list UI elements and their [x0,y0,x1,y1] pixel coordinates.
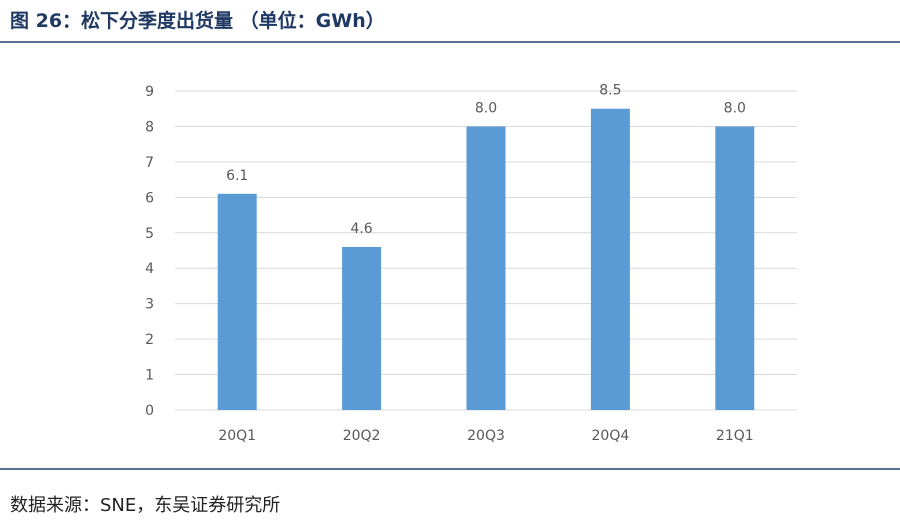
y-tick-label: 2 [145,332,154,348]
y-tick-label: 6 [145,190,154,206]
bar-20Q3 [466,126,506,410]
x-axis-ticks: 20Q1 20Q2 20Q3 20Q4 21Q1 [218,428,753,444]
y-tick-label: 8 [145,119,154,135]
x-tick-label: 20Q1 [218,428,256,444]
y-tick-label: 4 [145,261,154,277]
y-tick-label: 1 [145,368,154,384]
y-tick-label: 7 [145,155,154,171]
x-tick-label: 20Q2 [343,428,381,444]
bar-20Q1 [217,193,257,410]
bar-21Q1 [715,126,755,410]
source-note: 数据来源：SNE，东吴证券研究所 [10,495,281,516]
data-label: 8.0 [475,100,497,116]
x-tick-label: 21Q1 [716,428,754,444]
top-rule [0,41,900,43]
x-tick-label: 20Q3 [467,428,505,444]
y-tick-label: 5 [145,226,154,242]
data-label: 4.6 [350,221,372,237]
x-tick-label: 20Q4 [592,428,630,444]
data-label: 6.1 [226,168,248,184]
bars [217,108,755,410]
y-tick-label: 0 [145,403,154,419]
y-tick-label: 9 [145,84,154,100]
figure-title: 图 26：松下分季度出货量 （单位：GWh） [10,10,385,32]
bar-20Q4 [590,108,630,410]
y-tick-label: 3 [145,297,154,313]
data-label: 8.5 [599,83,621,99]
bottom-rule [0,468,900,470]
bar-20Q2 [342,246,382,410]
data-labels: 6.1 4.6 8.0 8.5 8.0 [226,83,746,237]
data-label: 8.0 [724,100,746,116]
y-axis-ticks: 0 1 2 3 4 5 6 7 8 9 [145,84,154,419]
